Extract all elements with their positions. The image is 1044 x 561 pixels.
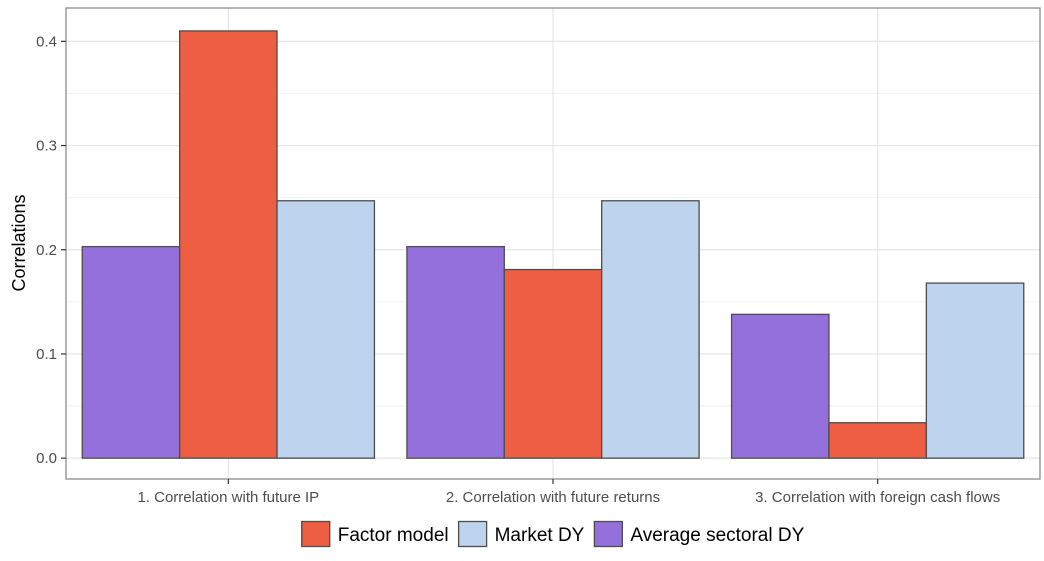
bar — [81, 245, 181, 459]
bar — [601, 200, 700, 459]
x-tick-label: 2. Correlation with future returns — [446, 489, 660, 506]
y-axis: 0.0 0.1 0.2 0.3 0.4 — [36, 33, 66, 467]
y-tick-label: 0.4 — [36, 33, 57, 50]
legend-label: Market DY — [495, 525, 585, 546]
y-tick-label: 0.0 — [36, 450, 57, 467]
bar — [730, 313, 830, 459]
y-tick-label: 0.1 — [36, 346, 57, 363]
legend-key — [301, 520, 331, 548]
bar — [276, 200, 376, 459]
x-tick-label: 1. Correlation with future IP — [137, 489, 319, 506]
x-axis: 1. Correlation with future IP 2. Correlat… — [137, 479, 1000, 506]
y-axis-title: Correlations — [9, 194, 29, 291]
bar — [925, 282, 1025, 459]
legend-label: Factor model — [338, 525, 449, 546]
y-tick-label: 0.3 — [36, 138, 57, 155]
y-tick-label: 0.2 — [36, 242, 57, 259]
legend-label: Average sectoral DY — [630, 525, 804, 546]
legend-key — [457, 520, 488, 548]
bar — [406, 245, 505, 459]
bar — [828, 422, 928, 459]
bar — [178, 30, 278, 459]
x-tick-label: 3. Correlation with foreign cash flows — [755, 489, 1000, 506]
bar — [503, 268, 603, 459]
bars — [81, 30, 1025, 459]
legend: Factor model Market DY Average sectoral DY — [301, 520, 805, 548]
legend-key — [593, 520, 624, 548]
